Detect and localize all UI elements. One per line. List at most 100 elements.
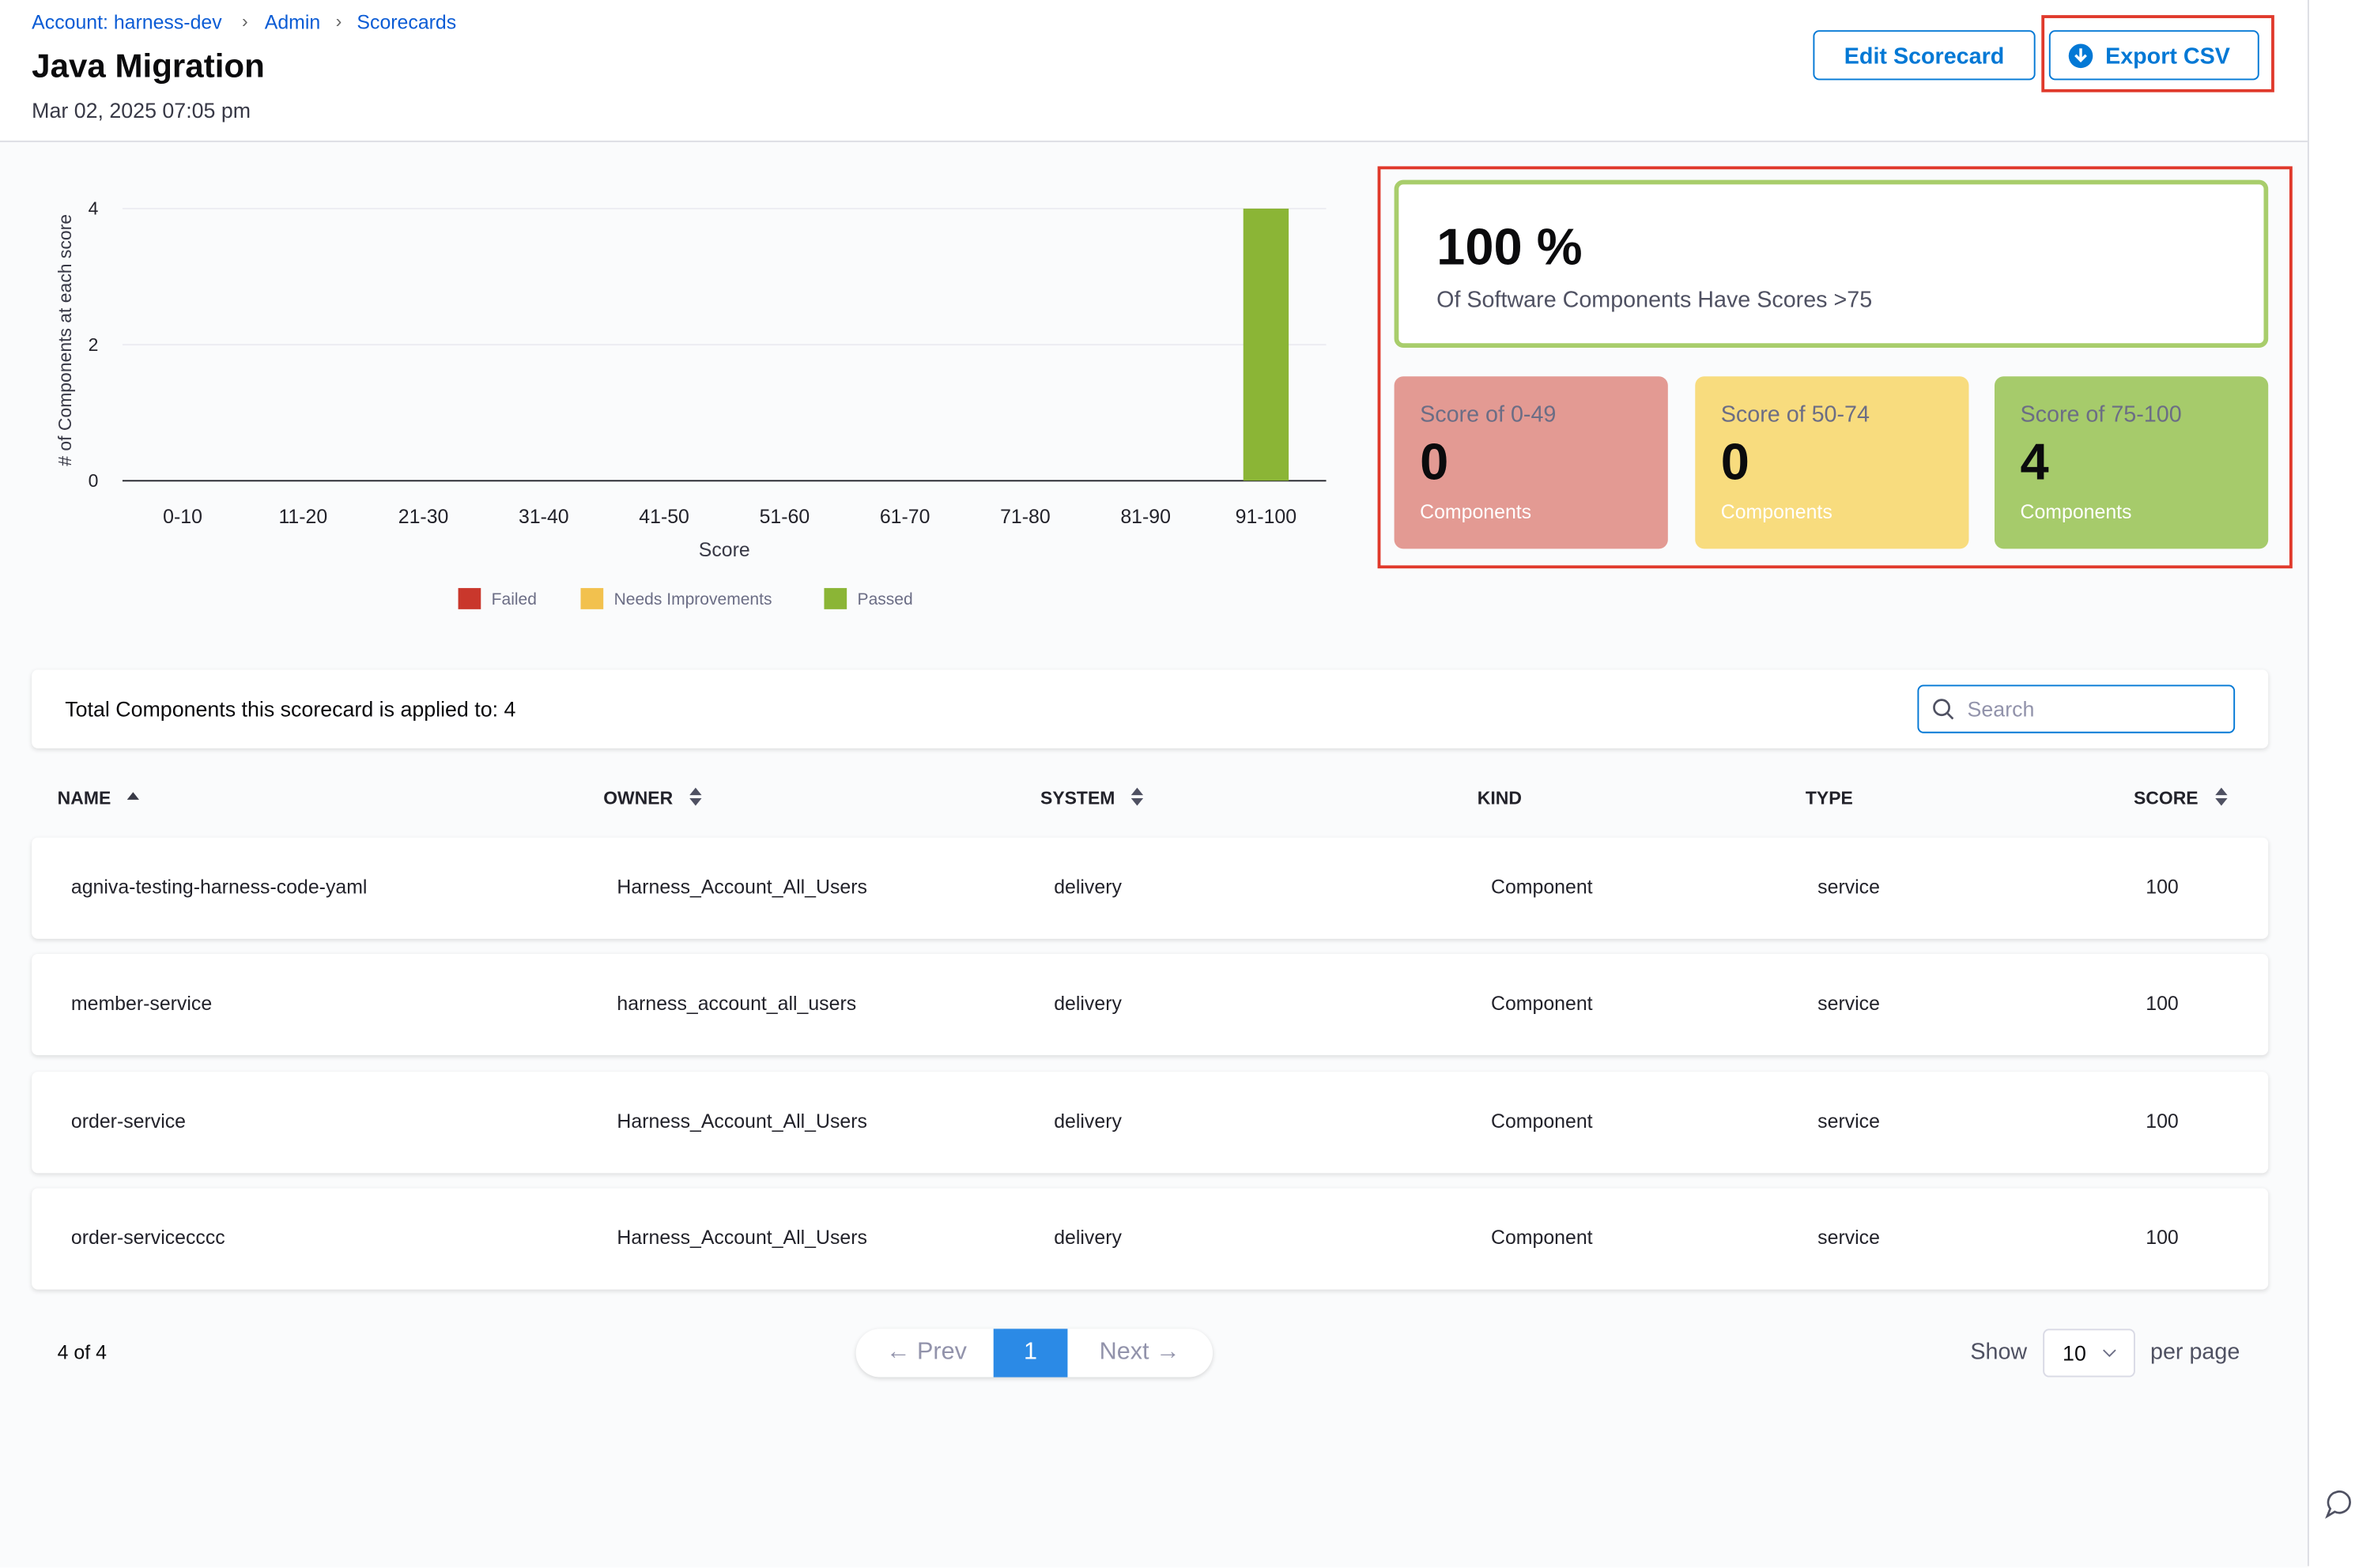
chat-icon[interactable] xyxy=(2323,1487,2359,1521)
button-label: Export CSV xyxy=(2105,43,2230,70)
breadcrumb[interactable]: Scorecards xyxy=(357,10,457,34)
x-tick-label: 0-10 xyxy=(163,506,202,528)
table-cell: service xyxy=(1817,992,1880,1016)
table-row[interactable] xyxy=(32,954,2269,1056)
breadcrumb[interactable]: Admin xyxy=(264,10,321,34)
legend-swatch xyxy=(458,588,481,609)
table-cell: Component xyxy=(1491,992,1593,1016)
table-cell: service xyxy=(1817,1109,1880,1132)
table-cell: Component xyxy=(1491,1226,1593,1249)
next-button[interactable]: Next → xyxy=(1099,1339,1180,1366)
card-unit: Components xyxy=(2020,500,2132,523)
chevron xyxy=(2103,1349,2116,1358)
legend-swatch xyxy=(580,588,604,609)
table-cell: service xyxy=(1817,875,1880,899)
x-tick-label: 61-70 xyxy=(880,506,930,528)
y-tick-label: 2 xyxy=(89,334,99,355)
x-axis-label: Score xyxy=(699,539,750,561)
score-card: Score of 0-49 0 Components xyxy=(1394,376,1668,549)
summary-percent: 100 % xyxy=(1436,219,1583,277)
x-tick-label: 81-90 xyxy=(1120,506,1171,528)
card-count: 0 xyxy=(1420,433,1449,492)
table-cell: delivery xyxy=(1054,1109,1122,1132)
table-row[interactable] xyxy=(32,837,2269,939)
search-icon xyxy=(1933,699,1954,720)
table-cell: Component xyxy=(1491,875,1593,899)
y-tick-label: 4 xyxy=(89,198,99,219)
table-cell: member-service xyxy=(70,992,213,1016)
page-size-select[interactable] xyxy=(2043,1329,2135,1378)
column-header[interactable]: OWNER xyxy=(603,787,702,808)
page-size: 10 xyxy=(2063,1340,2086,1366)
breadcrumb-separator: › xyxy=(242,10,248,32)
prev-label: Prev xyxy=(917,1339,967,1366)
column-header[interactable]: SYSTEM xyxy=(1040,787,1144,808)
table-cell: Harness_Account_All_Users xyxy=(617,875,867,899)
table-cell: agniva-testing-harness-code-yaml xyxy=(70,875,368,899)
total-text: Total Components this scorecard is appli… xyxy=(65,696,516,722)
x-tick-label: 91-100 xyxy=(1236,506,1297,528)
legend-label: Passed xyxy=(858,590,913,609)
sort-icon xyxy=(127,792,140,800)
column-header: KIND xyxy=(1477,787,1522,809)
next-label: Next xyxy=(1099,1339,1149,1366)
page-button[interactable]: 1 xyxy=(993,1329,1068,1378)
x-tick-label: 21-30 xyxy=(398,506,449,528)
table-cell: delivery xyxy=(1054,992,1122,1016)
column-header[interactable]: NAME xyxy=(58,788,140,808)
legend-label: Needs Improvements xyxy=(614,590,772,609)
table-row[interactable] xyxy=(32,1071,2269,1173)
breadcrumb-separator: › xyxy=(335,10,342,32)
card-label: Score of 75-100 xyxy=(2020,401,2182,428)
timestamp: Mar 02, 2025 07:05 pm xyxy=(32,98,251,122)
x-tick-label: 41-50 xyxy=(639,506,689,528)
table-cell: delivery xyxy=(1054,1226,1122,1249)
summary-card xyxy=(1394,179,2269,348)
legend-swatch xyxy=(824,588,847,609)
table-cell: Harness_Account_All_Users xyxy=(617,1226,867,1249)
x-tick-label: 31-40 xyxy=(519,506,569,528)
card-unit: Components xyxy=(1420,500,1532,523)
x-tick-label: 71-80 xyxy=(1000,506,1051,528)
table-row[interactable] xyxy=(32,1188,2269,1290)
show-label: Show xyxy=(1970,1339,2028,1366)
score-card: Score of 75-100 4 Components xyxy=(1994,376,2269,549)
result-count: 4 of 4 xyxy=(57,1340,107,1364)
table-cell: Harness_Account_All_Users xyxy=(617,1109,867,1132)
table-cell: order-service xyxy=(70,1109,187,1132)
sidebar-border xyxy=(2307,0,2309,1566)
x-tick-label: 51-60 xyxy=(760,506,810,528)
per-page-label: per page xyxy=(2150,1339,2240,1366)
card-label: Score of 50-74 xyxy=(1720,401,1870,428)
table-cell: delivery xyxy=(1054,875,1122,899)
search-placeholder: Search xyxy=(1967,696,2035,722)
card-unit: Components xyxy=(1720,500,1832,523)
search-box[interactable] xyxy=(1917,684,2236,733)
edit-button[interactable]: Edit Scorecard xyxy=(1813,30,2036,81)
card-count: 4 xyxy=(2020,433,2049,492)
summary-caption: Of Software Components Have Scores >75 xyxy=(1436,287,1873,313)
total-bar xyxy=(32,669,2269,748)
table-cell: Component xyxy=(1491,1109,1593,1132)
sort-icon xyxy=(689,787,702,806)
export-button[interactable]: Export CSV xyxy=(2048,30,2259,81)
highlight xyxy=(2041,15,2274,92)
highlight xyxy=(1377,166,2293,569)
table-cell: 100 xyxy=(2146,992,2179,1016)
table-cell: harness_account_all_users xyxy=(617,992,857,1016)
page-title: Java Migration xyxy=(32,47,265,85)
bar xyxy=(1243,208,1289,481)
card-count: 0 xyxy=(1720,433,1749,492)
chart: 0 2 4 # of Components at each score Score 0-1… xyxy=(55,198,1327,609)
table-cell: 100 xyxy=(2146,1109,2179,1132)
table-cell: 100 xyxy=(2146,875,2179,899)
column-header[interactable]: SCORE xyxy=(2134,787,2227,808)
table-cell: service xyxy=(1817,1226,1880,1249)
score-card: Score of 50-74 0 Components xyxy=(1695,376,1969,549)
table-cell: order-servicecccc xyxy=(70,1226,225,1249)
y-tick-label: 0 xyxy=(89,470,99,491)
download-icon xyxy=(2068,43,2093,69)
breadcrumb[interactable]: Account: harness-dev xyxy=(32,10,222,34)
prev-button[interactable]: ← Prev xyxy=(885,1339,967,1366)
